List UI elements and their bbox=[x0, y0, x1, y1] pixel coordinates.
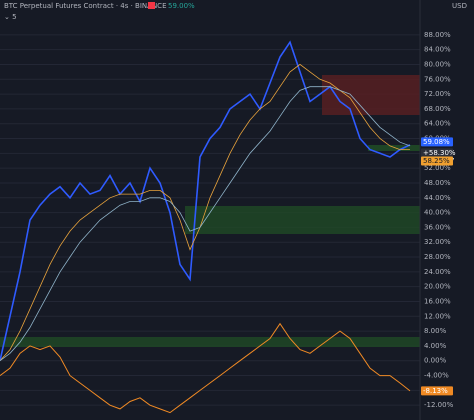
series-line bbox=[0, 86, 411, 362]
price-tag-label: +58.30% bbox=[423, 149, 456, 157]
subtitle: 59.00% bbox=[168, 2, 195, 10]
zones bbox=[0, 75, 420, 347]
price-tag bbox=[421, 148, 453, 158]
y-tick-label: 4.00% bbox=[424, 342, 447, 350]
y-tick-label: 76.00% bbox=[424, 75, 451, 83]
y-tick-label: 8.00% bbox=[424, 327, 447, 335]
y-tick-label: 68.00% bbox=[424, 105, 451, 113]
y-tick-label: 88.00% bbox=[424, 31, 451, 39]
resistance-zone bbox=[322, 75, 420, 115]
price-tag-label: 59.08% bbox=[423, 138, 450, 146]
icon bbox=[148, 2, 155, 9]
chart-title: BTC Perpetual Futures Contract · 4s · BI… bbox=[4, 2, 167, 10]
y-tick-label: 48.00% bbox=[424, 179, 451, 187]
y-tick-label: 80.00% bbox=[424, 60, 451, 68]
support-zone bbox=[368, 145, 420, 151]
y-tick-label: 36.00% bbox=[424, 223, 451, 231]
support-zone bbox=[185, 206, 420, 234]
y-tick-label: 16.00% bbox=[424, 297, 451, 305]
y-tick-label: -12.00% bbox=[424, 401, 454, 409]
y-tick-label: 20.00% bbox=[424, 283, 451, 291]
y-tick-label: -4.00% bbox=[424, 372, 449, 380]
y-tick-label: 64.00% bbox=[424, 120, 451, 128]
y-tick-label: 0.00% bbox=[424, 357, 447, 365]
y-tick-label: 12.00% bbox=[424, 312, 451, 320]
collapse-icon: ⌄ 5 bbox=[4, 13, 17, 21]
price-tag bbox=[421, 137, 453, 147]
y-tick-label: 72.00% bbox=[424, 90, 451, 98]
series-line bbox=[0, 40, 411, 361]
y-tick-label: 40.00% bbox=[424, 209, 451, 217]
y-tick-label: 32.00% bbox=[424, 238, 451, 246]
y-tick-label: 44.00% bbox=[424, 194, 451, 202]
price-tag bbox=[421, 386, 453, 396]
y-tick-label: 52.00% bbox=[424, 164, 451, 172]
price-tag-label: -8.13% bbox=[423, 387, 448, 395]
y-tick-label: 28.00% bbox=[424, 253, 451, 261]
currency: USD bbox=[452, 2, 467, 10]
price-tag bbox=[421, 156, 453, 166]
series-line bbox=[0, 63, 410, 361]
price-tag-label: 58.25% bbox=[423, 157, 450, 165]
y-tick-label: 84.00% bbox=[424, 46, 451, 54]
support-zone bbox=[0, 337, 420, 347]
y-tick-label: 24.00% bbox=[424, 268, 451, 276]
series-line bbox=[0, 322, 411, 414]
